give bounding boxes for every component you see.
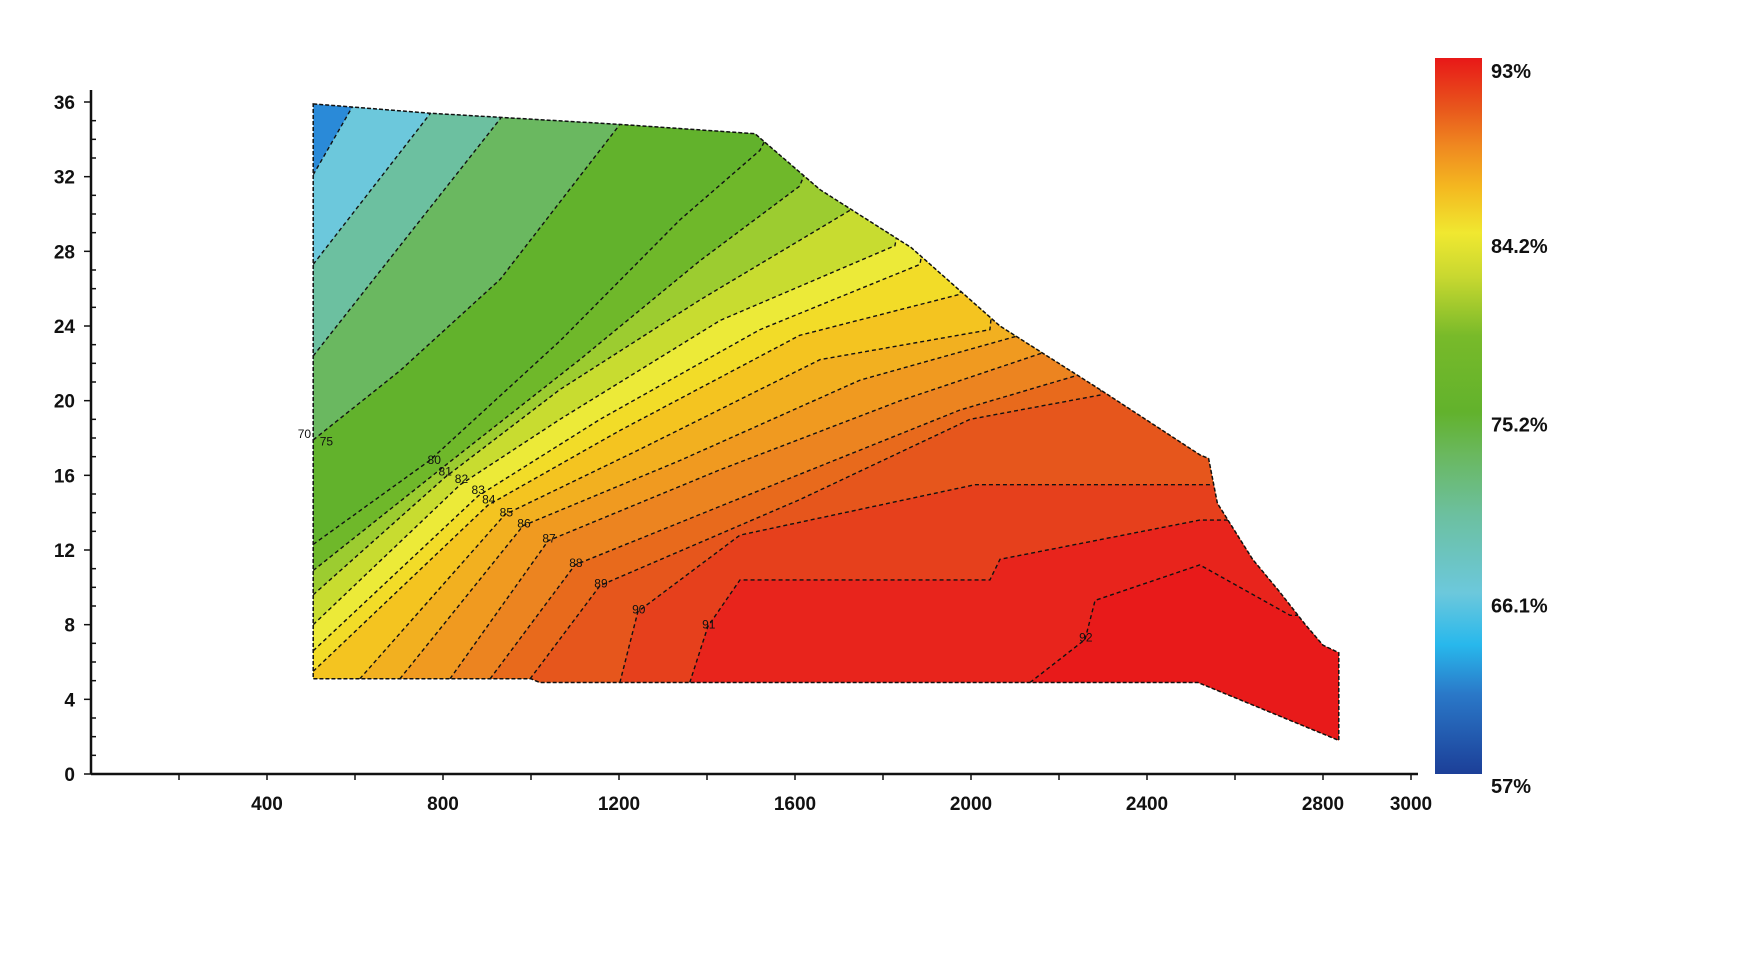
- contour-label: 90: [632, 602, 646, 616]
- colorbar-tick-label: 66.1%: [1491, 595, 1548, 617]
- contour-label: 82: [455, 472, 469, 486]
- x-tick-label: 2400: [1126, 794, 1168, 815]
- y-tick-label: 12: [54, 541, 75, 562]
- contour-label: 88: [569, 556, 583, 570]
- colorbar-gradient: [1435, 58, 1482, 774]
- y-tick-label: 32: [54, 168, 75, 189]
- y-tick-label: 0: [64, 765, 75, 786]
- y-tick-label: 20: [54, 392, 75, 413]
- contour-label: 87: [542, 532, 556, 546]
- x-tick-label: 800: [427, 794, 459, 815]
- y-tick-label: 8: [64, 616, 75, 637]
- contour-line-70: [313, 103, 444, 265]
- y-tick-label: 28: [54, 242, 75, 263]
- x-tick-label: 1600: [774, 794, 816, 815]
- y-tick-label: 24: [54, 317, 76, 338]
- x-tick-label: 1200: [598, 794, 640, 815]
- contour-label: 80: [428, 453, 442, 467]
- colorbar-tick-label: 84.2%: [1491, 236, 1548, 258]
- contour-line-81: [313, 103, 884, 596]
- y-tick-label: 36: [54, 93, 75, 114]
- y-tick-label: 4: [64, 690, 75, 711]
- contour-line-73: [313, 103, 515, 357]
- contour-label: 84: [482, 492, 496, 506]
- x-tick-label: 2800: [1302, 794, 1344, 815]
- x-tick-label: 2000: [950, 794, 992, 815]
- contour-label: 75: [320, 434, 334, 448]
- colorbar-tick-label: 57%: [1491, 776, 1531, 798]
- axes: 400 800 1200 1600 2000 2400 2800 3000 0 4 8 12 16 20 2…: [54, 90, 1432, 815]
- y-tick-label: 16: [54, 466, 75, 487]
- colorbar-tick-label: 75.2%: [1491, 415, 1548, 437]
- map-boundary: [312, 103, 1340, 742]
- contour-line-91: [689, 519, 1339, 683]
- x-tick-label: 400: [251, 794, 283, 815]
- contour-band-92: [1030, 564, 1339, 741]
- contour-label: 92: [1079, 630, 1093, 644]
- contour-label: 81: [439, 464, 453, 478]
- x-tick-label: 3000: [1390, 794, 1432, 815]
- contour-label: 83: [472, 483, 486, 497]
- colorbar-tick-label: 93%: [1491, 61, 1531, 83]
- contour-bands: [313, 103, 1339, 741]
- contour-label: 85: [500, 505, 514, 519]
- contour-label: 86: [517, 517, 531, 531]
- contour-label: 70: [298, 427, 312, 441]
- contour-label: 91: [702, 617, 716, 631]
- colorbar: 93% 84.2% 75.2% 66.1% 57%: [1435, 58, 1548, 798]
- contour-label: 89: [594, 576, 608, 590]
